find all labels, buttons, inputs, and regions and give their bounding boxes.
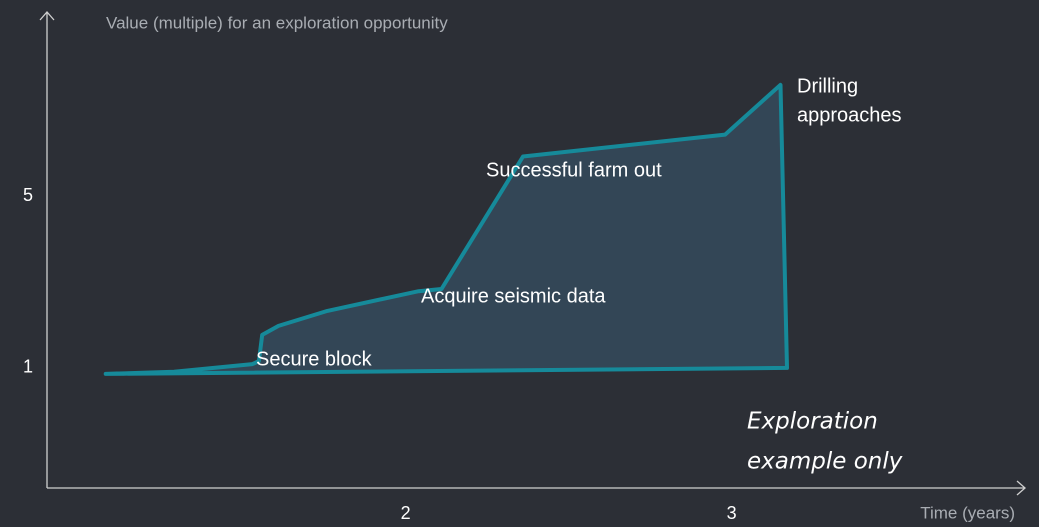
x-axis-arrow (1016, 480, 1026, 496)
x-tick-label: 3 (727, 503, 737, 523)
note: example only (747, 449, 903, 475)
note: Exploration (747, 409, 878, 435)
x-axis-label: Time (years) (920, 503, 1015, 522)
y-axis-arrow (39, 11, 55, 21)
chart-title: Value (multiple) for an exploration oppo… (106, 13, 448, 32)
x-tick-label: 2 (401, 503, 411, 523)
annotation: Drilling (797, 75, 858, 97)
annotation: Acquire seismic data (421, 285, 606, 307)
plot (103, 82, 789, 376)
annotation: approaches (797, 104, 902, 126)
annotation: Successful farm out (486, 159, 662, 181)
annotation: Secure block (256, 348, 373, 370)
y-tick-label: 5 (23, 185, 33, 205)
y-tick-label: 1 (23, 357, 33, 377)
value-area (103, 82, 789, 376)
